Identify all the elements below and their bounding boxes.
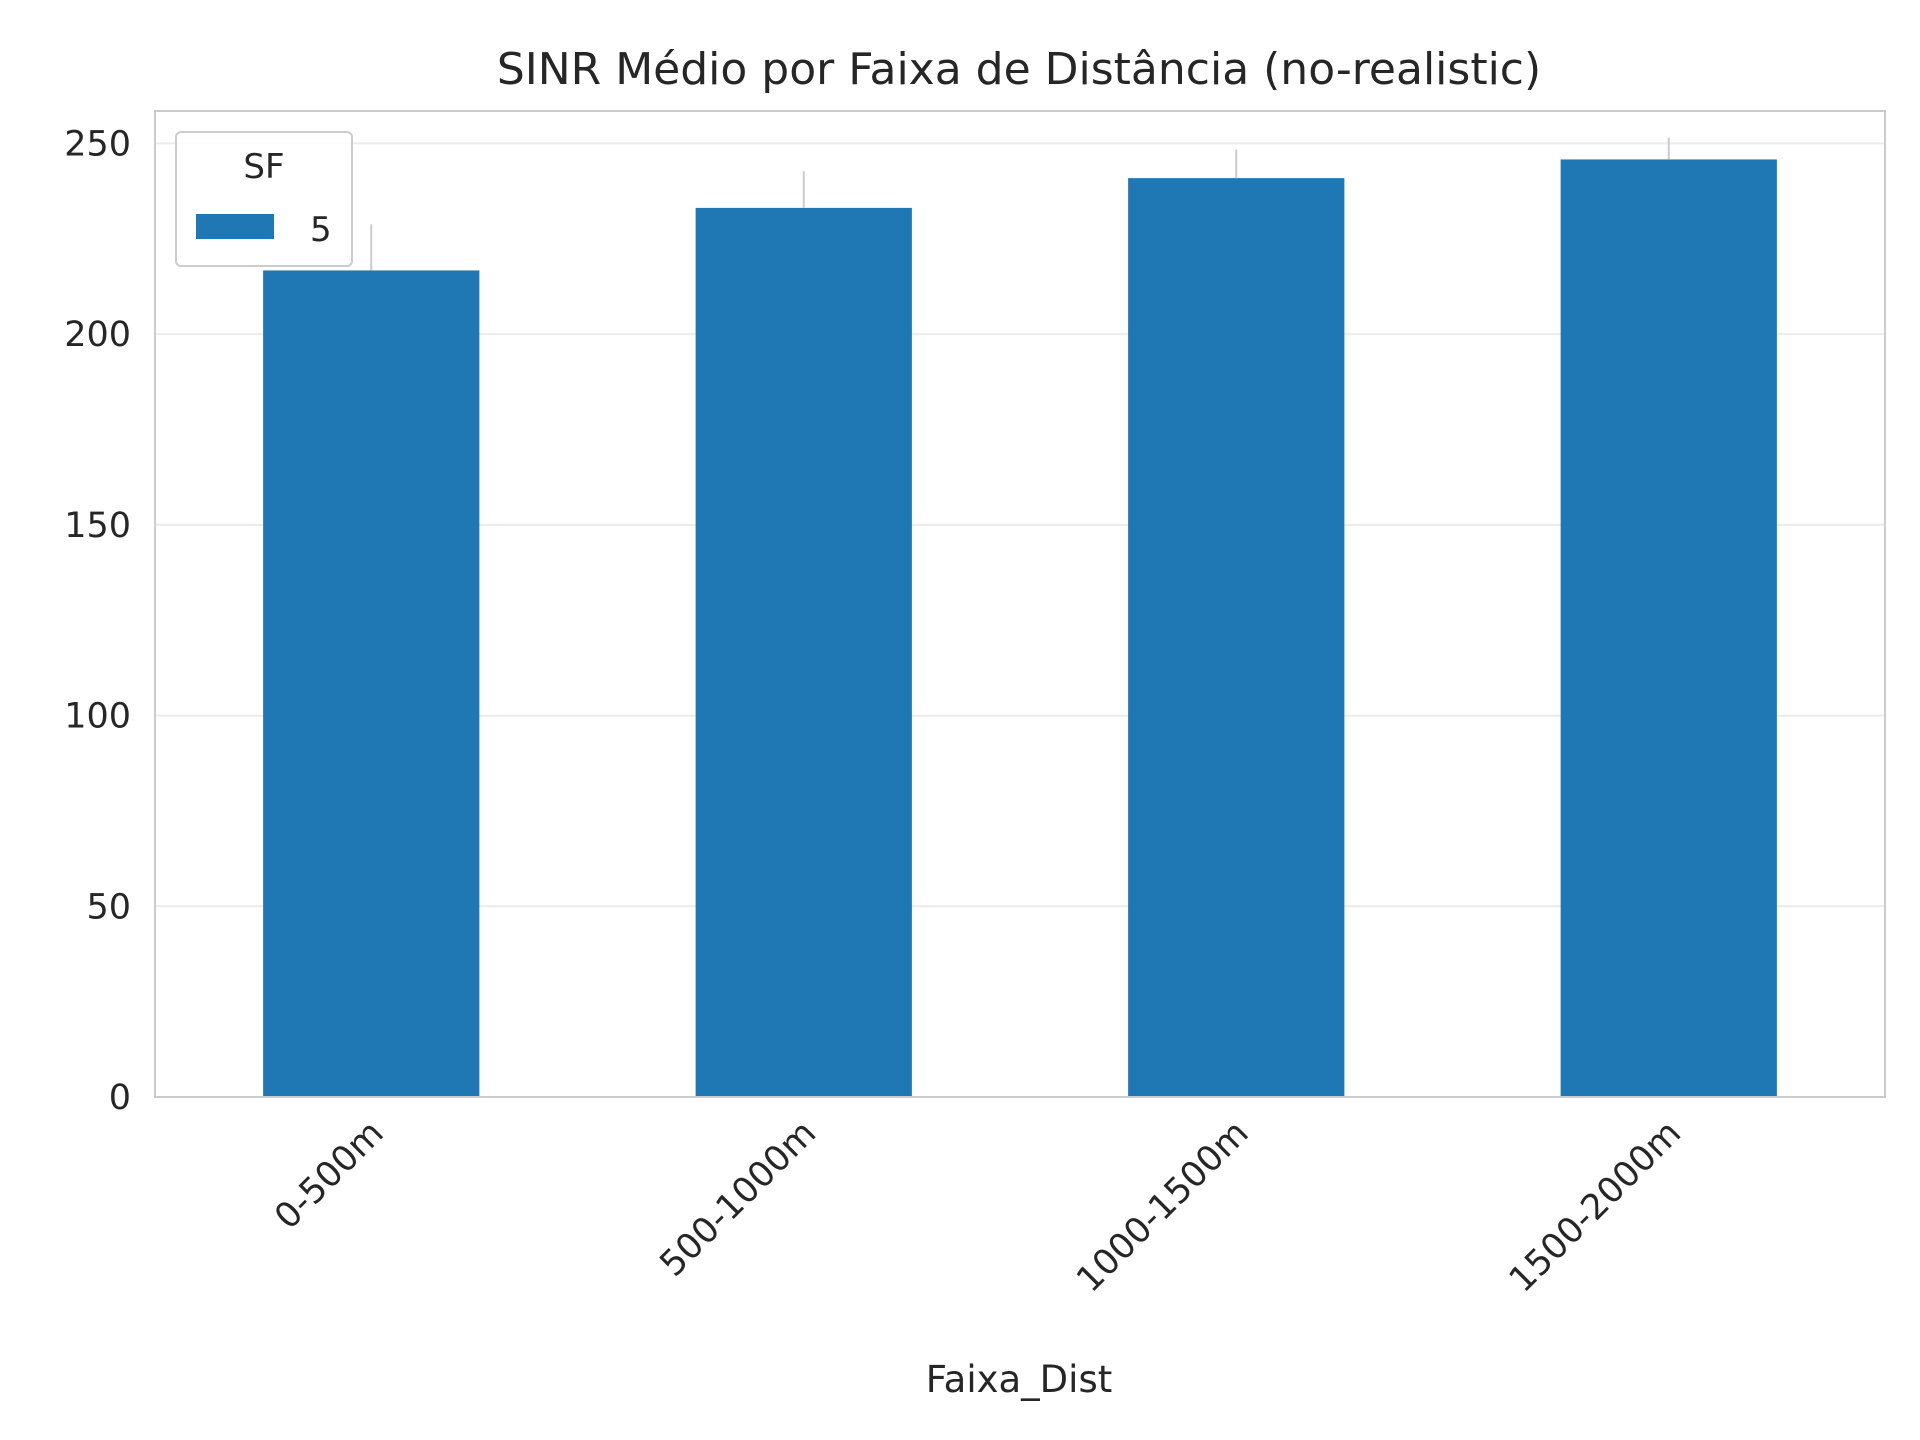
bar [263, 270, 480, 1097]
bar [1128, 178, 1345, 1098]
x-axis-label: Faixa_Dist [926, 1358, 1112, 1401]
plot-frame [154, 110, 1886, 1098]
legend-swatch [196, 214, 274, 239]
legend-entry-label: 5 [310, 210, 332, 250]
bars [263, 159, 1777, 1098]
y-tick-labels: 0 50 100 150 200 250 [64, 124, 131, 1118]
bar [695, 207, 912, 1098]
y-tick-label: 150 [64, 506, 131, 546]
legend[interactable]: SF 5 [175, 131, 353, 267]
y-tick-label: 0 [109, 1078, 131, 1118]
y-tick-label: 200 [64, 315, 131, 355]
y-tick-label: 100 [64, 697, 131, 737]
y-tick-label: 50 [86, 887, 131, 927]
chart-title: SINR Médio por Faixa de Distância (no-re… [497, 44, 1541, 95]
y-tick-label: 250 [64, 124, 131, 164]
error-bars [370, 137, 1670, 271]
bar [1560, 159, 1777, 1097]
legend-title: SF [243, 147, 284, 187]
